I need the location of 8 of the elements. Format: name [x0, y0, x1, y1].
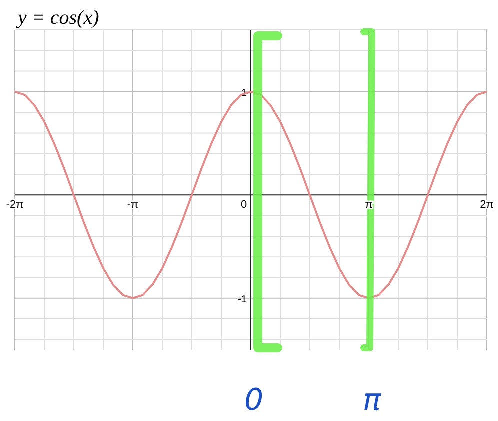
chart-title: y = cos(x)	[16, 7, 100, 29]
x-tick-label: 2π	[480, 199, 494, 212]
x-tick-label: -2π	[6, 199, 24, 212]
text: 0	[244, 383, 264, 418]
y-tick-label: -1	[238, 294, 248, 306]
text: π	[362, 383, 382, 418]
x-tick-label: 0	[240, 199, 248, 212]
x-tick-label: -π	[127, 199, 140, 212]
